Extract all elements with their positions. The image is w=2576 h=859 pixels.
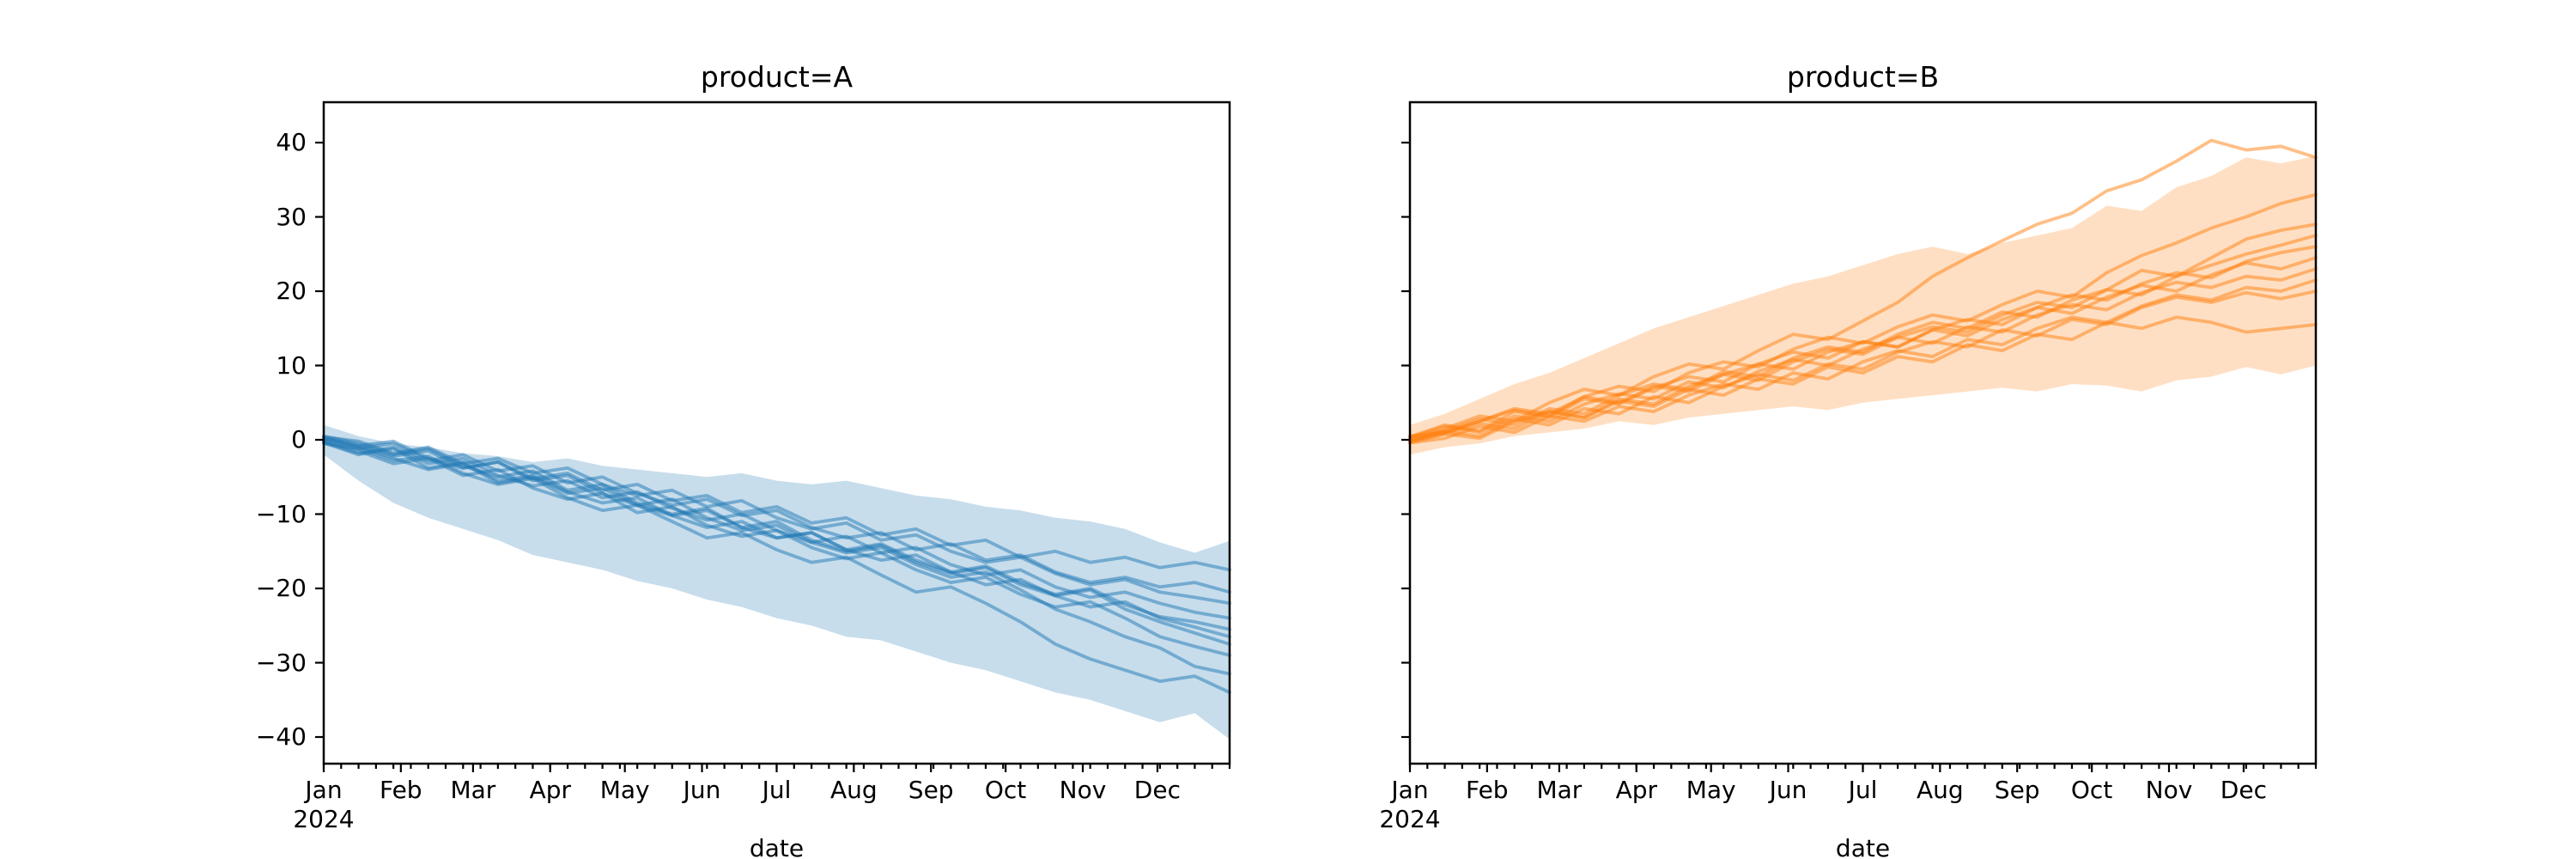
y-tick-label: −10 xyxy=(255,499,307,528)
plot-title-b: product=B xyxy=(1786,60,1940,94)
plot-title-a: product=A xyxy=(700,60,854,94)
x-axis-label-b: date xyxy=(1835,834,1891,859)
series-line-unit-7 xyxy=(322,440,1231,620)
x-tick-label: Sep xyxy=(908,776,954,804)
y-tick-label: 10 xyxy=(276,350,307,380)
x-tick-label: Jun xyxy=(1769,776,1807,804)
y-tick-label: 0 xyxy=(291,425,307,454)
x-tick-label: Nov xyxy=(2145,776,2193,804)
x-tick-label: Oct xyxy=(2070,776,2113,804)
x-tick-label: Apr xyxy=(1615,776,1658,804)
axes-spines xyxy=(1408,101,2318,765)
series-line-unit-1 xyxy=(1408,138,2318,443)
y-tick-label: 30 xyxy=(276,202,307,231)
series-line-unit-1 xyxy=(322,438,1231,694)
x-tick-label: Jul xyxy=(762,776,792,804)
x-axis-label-a: date xyxy=(749,834,805,859)
series-line-unit-7 xyxy=(1408,267,2318,440)
series-line-unit-9 xyxy=(322,442,1231,594)
x-tick-label: May xyxy=(1686,776,1736,804)
x-tick-label: Mar xyxy=(1536,776,1583,804)
y-tick-label: −40 xyxy=(255,722,307,751)
x-tick-label: Oct xyxy=(984,776,1027,804)
x-tick-label: Jul xyxy=(1848,776,1878,804)
subplot-product-b: product=B date Jan 2024 Feb Mar Apr May Jun Ju… xyxy=(1379,0,2318,859)
x-tick-label: Feb xyxy=(380,776,422,804)
x-tick-label: Aug xyxy=(829,776,878,804)
series-line-unit-9 xyxy=(1408,289,2318,438)
x-tick-label: Mar xyxy=(450,776,496,804)
series-line-unit-6 xyxy=(1408,256,2318,443)
x-tick-label: Dec xyxy=(2220,776,2267,804)
y-tick-label: 40 xyxy=(276,128,307,156)
x-tick-label: Dec xyxy=(1133,776,1181,804)
axes-spines xyxy=(322,101,1231,765)
x-tick-label: May xyxy=(599,776,650,804)
y-tick-label: 20 xyxy=(276,277,307,305)
series-line-unit-10 xyxy=(1408,315,2318,442)
series-line-unit-6 xyxy=(322,436,1231,631)
x-tick-label: Jan 2024 xyxy=(1379,776,1441,833)
y-tick-label: −30 xyxy=(255,648,307,677)
x-tick-label: Aug xyxy=(1916,776,1964,804)
x-tick-label: Nov xyxy=(1059,776,1107,804)
x-tick-label: Jun xyxy=(683,776,721,804)
confidence-band xyxy=(324,424,1230,740)
subplot-product-a: product=A date Jan 2024 Feb Mar Apr May Jun Ju… xyxy=(256,0,1231,859)
axes-product-b xyxy=(1401,101,2318,772)
x-tick-label: Jan 2024 xyxy=(293,776,355,833)
series-line-unit-10 xyxy=(322,437,1231,572)
x-tick-label: Feb xyxy=(1466,776,1509,804)
x-tick-label: Sep xyxy=(1994,776,2040,804)
confidence-band xyxy=(1410,155,2316,455)
axes-product-a xyxy=(315,101,1231,772)
x-tick-label: Apr xyxy=(529,776,572,804)
y-tick-label: −20 xyxy=(255,574,307,602)
